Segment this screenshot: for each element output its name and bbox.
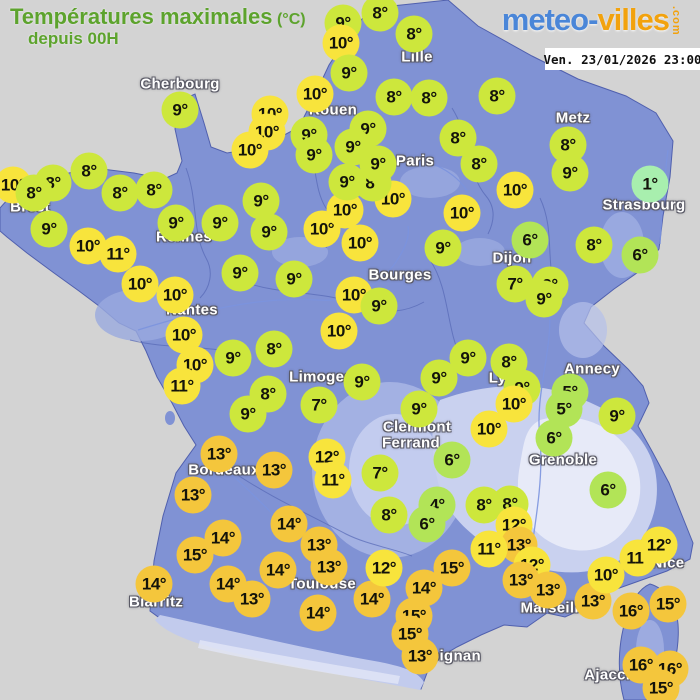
temp-bubble: 6° (433, 441, 471, 479)
temp-bubble: 9° (360, 287, 398, 325)
temp-bubble: 8° (70, 152, 108, 190)
temp-bubble: 9° (214, 339, 252, 377)
temp-bubble: 10° (341, 224, 379, 262)
page-subtitle: depuis 00H (28, 29, 119, 49)
temp-bubble: 9° (242, 182, 280, 220)
temp-bubble: 7° (496, 265, 534, 303)
temp-bubble: 7° (361, 454, 399, 492)
temp-bubble: 9° (250, 213, 288, 251)
temp-bubble: 9° (30, 210, 68, 248)
island (165, 411, 175, 425)
temp-bubble: 16° (612, 592, 650, 630)
temp-bubble: 10° (443, 194, 481, 232)
temp-bubble: 8° (375, 78, 413, 116)
temp-bubble: 9° (330, 54, 368, 92)
logo-text: meteo-villes (501, 2, 670, 38)
header: Températures maximales (°C) depuis 00H (10, 4, 306, 49)
temp-bubble: 13° (310, 548, 348, 586)
pyrenees-snow (198, 640, 400, 684)
temp-bubble: 1° (631, 165, 669, 203)
temp-bubble: 9° (525, 280, 563, 318)
temp-bubble: 11° (470, 530, 508, 568)
temp-bubble: 8° (395, 15, 433, 53)
temp-bubble: 10° (296, 75, 334, 113)
temp-bubble: 7° (300, 386, 338, 424)
temp-bubble: 8° (255, 330, 293, 368)
temp-bubble: 15° (176, 536, 214, 574)
terrain-patch (400, 166, 460, 198)
logo-part-orange: villes (597, 2, 670, 37)
temp-bubble: 8° (575, 226, 613, 264)
temp-bubble: 9° (221, 254, 259, 292)
temp-bubble: 11° (99, 235, 137, 273)
temp-bubble: 14° (259, 551, 297, 589)
temp-bubble: 8° (370, 496, 408, 534)
temp-bubble: 8° (410, 79, 448, 117)
meteo-villes-logo[interactable]: meteo-villes .com (502, 2, 682, 38)
temp-bubble: 13° (401, 637, 439, 675)
temp-bubble: 9° (161, 91, 199, 129)
temp-bubble: 10° (231, 131, 269, 169)
logo-suffix-com: .com (670, 6, 682, 36)
temp-bubble: 9° (157, 204, 195, 242)
logo-part-blue: meteo- (501, 2, 599, 37)
temp-bubble: 12° (365, 549, 403, 587)
temp-bubble: 9° (449, 339, 487, 377)
temp-bubble: 9° (295, 136, 333, 174)
temp-bubble: 10° (320, 312, 358, 350)
temp-bubble: 14° (353, 580, 391, 618)
temp-bubble: 11° (163, 367, 201, 405)
temp-bubble: 8° (361, 0, 399, 32)
temp-bubble: 8° (478, 77, 516, 115)
temp-bubble: 9° (598, 397, 636, 435)
temp-bubble: 9° (420, 359, 458, 397)
temp-bubble: 6° (621, 236, 659, 274)
temp-bubble: 6° (408, 505, 446, 543)
temp-bubble: 9° (201, 204, 239, 242)
temp-bubble: 9° (343, 363, 381, 401)
temp-bubble: 11° (314, 461, 352, 499)
terrain-patch (455, 238, 505, 266)
temp-bubble: 10° (121, 265, 159, 303)
temp-bubble: 9° (229, 395, 267, 433)
temp-bubble: 6° (589, 471, 627, 509)
temp-bubble: 10° (470, 410, 508, 448)
temp-bubble: 14° (135, 565, 173, 603)
temp-bubble: 10° (156, 276, 194, 314)
temp-bubble: 9° (424, 229, 462, 267)
temp-bubble: 10° (496, 171, 534, 209)
temp-bubble: 13° (529, 571, 567, 609)
datetime-badge: Ven. 23/01/2026 23:00 (543, 48, 700, 70)
page-title: Températures maximales (10, 4, 273, 29)
temp-bubble: 14° (299, 594, 337, 632)
temp-bubble: 9° (334, 128, 372, 166)
temp-bubble: 13° (233, 580, 271, 618)
temp-bubble: 8° (101, 174, 139, 212)
jura-patch (559, 302, 607, 358)
temp-bubble: 13° (200, 435, 238, 473)
temp-bubble: 12° (640, 526, 678, 564)
temp-bubble: 9° (400, 390, 438, 428)
temp-bubble: 13° (255, 451, 293, 489)
temp-bubble: 6° (511, 221, 549, 259)
temp-bubble: 9° (275, 260, 313, 298)
temp-bubble: 8° (15, 174, 53, 212)
temp-bubble: 9° (359, 145, 397, 183)
temp-bubble: 15° (649, 585, 687, 623)
title-unit: (°C) (276, 11, 306, 28)
temp-bubble: 10° (587, 556, 625, 594)
temp-bubble: 6° (535, 419, 573, 457)
temp-bubble: 15° (642, 669, 680, 700)
temp-bubble: 8° (135, 171, 173, 209)
temp-bubble: 8° (460, 145, 498, 183)
island (86, 279, 104, 285)
temp-bubble: 9° (551, 154, 589, 192)
temp-bubble: 13° (174, 476, 212, 514)
